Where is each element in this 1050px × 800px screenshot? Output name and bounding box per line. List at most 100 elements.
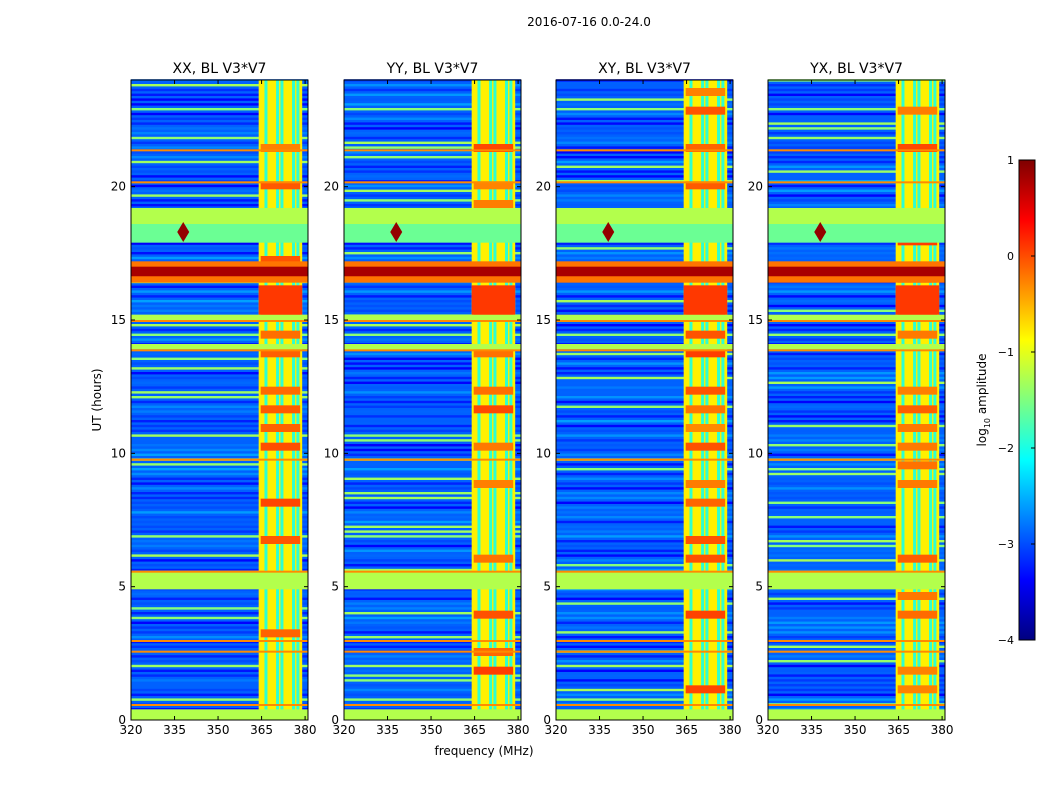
rfi-time-line xyxy=(556,458,733,461)
heatmap-row xyxy=(131,151,308,154)
heatmap-row xyxy=(768,338,945,341)
rfi-channel-gap xyxy=(717,80,721,720)
heatmap-row xyxy=(556,290,733,293)
heatmap-row xyxy=(131,247,308,250)
heatmap-row xyxy=(344,247,521,250)
rfi-time-line xyxy=(768,181,945,184)
heatmap-row xyxy=(556,669,733,672)
heatmap-row xyxy=(344,684,521,687)
y-tick-label: 15 xyxy=(536,313,551,327)
colorbar-tick-label: −2 xyxy=(998,442,1014,455)
heatmap-row xyxy=(131,189,308,192)
heatmap-row xyxy=(344,477,521,480)
panel-frame xyxy=(130,79,309,721)
heatmap-row xyxy=(556,194,733,197)
heatmap-row xyxy=(131,242,308,245)
heatmap-row xyxy=(344,300,521,303)
heatmap-row xyxy=(131,338,308,341)
heatmap-row xyxy=(768,247,945,250)
heatmap-row xyxy=(131,554,308,557)
heatmap-row xyxy=(344,448,521,452)
heatmap-row xyxy=(556,88,733,92)
heatmap-row xyxy=(344,367,521,370)
heatmap-row xyxy=(131,194,308,197)
heatmap-row xyxy=(556,492,733,495)
rfi-time-line xyxy=(344,570,521,573)
heatmap-row xyxy=(344,194,521,197)
rfi-channel-gap xyxy=(296,80,300,720)
event-row xyxy=(131,224,308,243)
heatmap-row xyxy=(768,592,945,596)
rfi-burst xyxy=(260,424,301,432)
heatmap-row xyxy=(131,535,308,538)
heatmap-row xyxy=(131,285,308,288)
flagged-band xyxy=(131,314,308,320)
x-tick-label: 335 xyxy=(376,723,399,737)
flagged-band xyxy=(344,570,521,590)
colorbar-label: log10 amplitude xyxy=(975,354,992,447)
heatmap-row xyxy=(344,511,521,514)
heatmap-row xyxy=(344,93,521,96)
heatmap-row xyxy=(768,554,945,557)
heatmap-row xyxy=(131,132,308,135)
heatmap-row xyxy=(768,708,945,711)
heatmap-row xyxy=(556,122,733,125)
flagged-band xyxy=(131,570,308,590)
heatmap-row xyxy=(768,429,945,432)
heatmap-row xyxy=(131,127,308,130)
heatmap-row xyxy=(556,285,733,288)
heatmap-row xyxy=(768,516,945,519)
heatmap-row xyxy=(556,247,733,250)
rfi-burst xyxy=(685,610,726,619)
heatmap-row xyxy=(131,607,308,610)
heatmap-row xyxy=(344,199,521,202)
heatmap-row xyxy=(344,141,521,144)
heatmap-row xyxy=(556,199,733,202)
heatmap-row xyxy=(344,381,521,384)
heatmap-row xyxy=(131,463,308,466)
heatmap-row xyxy=(556,477,733,480)
rfi-burst xyxy=(260,349,301,358)
heatmap-row xyxy=(131,655,308,658)
heatmap-row xyxy=(556,328,733,332)
rfi-burst xyxy=(897,424,938,432)
heatmap-row xyxy=(556,616,733,620)
event-row xyxy=(556,224,733,243)
heatmap-row xyxy=(768,352,945,356)
x-tick-label: 335 xyxy=(163,723,186,737)
x-tick-label: 335 xyxy=(800,723,823,737)
x-tick-label: 335 xyxy=(588,723,611,737)
panel-frame xyxy=(343,79,522,721)
heatmap-row xyxy=(556,415,733,418)
heatmap-row xyxy=(131,256,308,260)
heatmap-row xyxy=(556,564,733,567)
heatmap-row xyxy=(344,127,521,130)
heatmap-row xyxy=(768,597,945,600)
heatmap-row xyxy=(768,645,945,648)
heatmap-row xyxy=(131,516,308,519)
heatmap-row xyxy=(768,108,945,111)
heatmap-row xyxy=(768,170,945,173)
heatmap-row xyxy=(131,511,308,514)
x-tick-label: 320 xyxy=(333,723,356,737)
heatmap-row xyxy=(344,285,521,288)
heatmap-row xyxy=(344,424,521,428)
heatmap-row xyxy=(556,146,733,149)
heatmap-row xyxy=(131,636,308,639)
heatmap-row xyxy=(768,285,945,288)
heatmap-row xyxy=(768,136,945,140)
x-tick-label: 350 xyxy=(632,723,655,737)
heatmap-row xyxy=(556,559,733,562)
heatmap-row xyxy=(131,549,308,552)
heatmap-row xyxy=(131,559,308,562)
rfi-channel-gap xyxy=(292,80,296,720)
event-burst xyxy=(390,222,403,242)
heatmap-row xyxy=(131,544,308,548)
heatmap-row xyxy=(768,362,945,365)
heatmap-row xyxy=(768,146,945,149)
heatmap-row xyxy=(768,357,945,360)
heatmap-row xyxy=(131,602,308,605)
heatmap-row xyxy=(768,290,945,293)
heatmap-row xyxy=(344,568,521,572)
